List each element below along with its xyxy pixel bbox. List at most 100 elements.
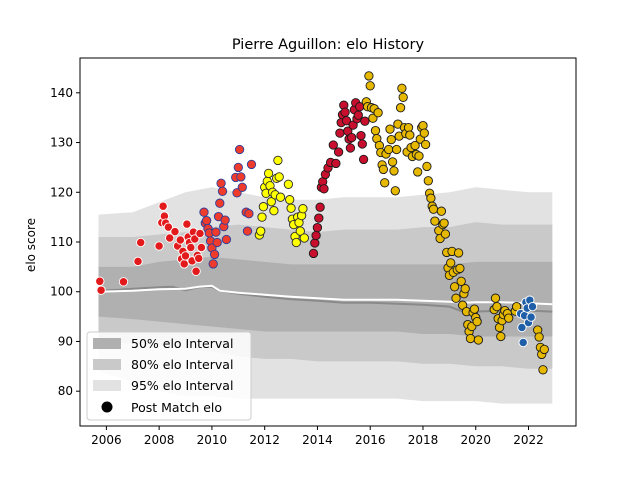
legend-label-band80: 80% elo Interval bbox=[131, 357, 233, 372]
post-match-elo-point-2-15 bbox=[274, 172, 284, 182]
post-match-elo-point-4-84 bbox=[492, 301, 502, 312]
post-match-elo-point-2-29 bbox=[299, 233, 309, 243]
band-50-interval bbox=[98, 256, 553, 337]
post-match-elo-point-1-21 bbox=[234, 144, 245, 155]
post-match-elo-point-2-3 bbox=[258, 202, 269, 212]
y-axis-label: elo score bbox=[24, 218, 38, 272]
post-match-elo-point-4-16 bbox=[384, 144, 394, 155]
post-match-elo-point-4-50 bbox=[430, 216, 440, 226]
post-match-elo-point-4-64 bbox=[451, 293, 461, 303]
post-match-elo-point-3-23 bbox=[345, 143, 356, 153]
post-match-elo-point-2-19 bbox=[286, 203, 296, 213]
post-match-elo-point-0-5 bbox=[154, 241, 164, 251]
post-match-elo-point-2-1 bbox=[256, 226, 266, 236]
legend-marker-points bbox=[101, 401, 113, 413]
post-match-elo-point-3-19 bbox=[340, 107, 350, 117]
x-tick-label-5: 2016 bbox=[355, 433, 386, 447]
post-match-elo-point-1-14 bbox=[217, 186, 228, 196]
post-match-elo-point-4-87 bbox=[496, 331, 506, 342]
post-match-elo-point-4-37 bbox=[413, 167, 423, 177]
post-match-elo-point-3-31 bbox=[356, 130, 366, 141]
post-match-elo-point-1-23 bbox=[237, 182, 247, 192]
post-match-elo-point-5-9 bbox=[527, 301, 538, 312]
post-match-elo-point-2-26 bbox=[295, 226, 305, 236]
post-match-elo-point-4-49 bbox=[428, 204, 439, 214]
post-match-elo-point-3-14 bbox=[333, 147, 344, 157]
post-match-elo-point-4-56 bbox=[440, 229, 451, 239]
post-match-elo-point-4-19 bbox=[387, 157, 398, 167]
post-match-elo-point-3-0 bbox=[308, 248, 319, 259]
legend-label-points: Post Match elo bbox=[131, 400, 222, 415]
post-match-elo-point-4-21 bbox=[390, 186, 400, 196]
post-match-elo-point-0-12 bbox=[170, 226, 180, 237]
post-match-elo-point-4-25 bbox=[395, 103, 406, 113]
y-tick-label-5: 130 bbox=[50, 136, 73, 150]
post-match-elo-point-4-45 bbox=[423, 176, 433, 186]
y-tick-label-1: 90 bbox=[58, 334, 73, 348]
post-match-elo-point-4-14 bbox=[380, 178, 390, 188]
post-match-elo-point-2-17 bbox=[283, 179, 294, 189]
post-match-elo-point-1-22 bbox=[236, 172, 246, 182]
post-match-elo-point-3-29 bbox=[353, 110, 363, 120]
post-match-elo-point-0-3 bbox=[133, 256, 143, 267]
post-match-elo-point-4-60 bbox=[446, 258, 456, 268]
y-tick-label-4: 120 bbox=[50, 185, 73, 199]
post-match-elo-point-1-8 bbox=[209, 249, 220, 260]
post-match-elo-point-4-31 bbox=[403, 122, 414, 133]
post-match-elo-point-1-7 bbox=[208, 259, 218, 269]
post-match-elo-point-5-2 bbox=[518, 337, 528, 348]
post-match-elo-point-4-67 bbox=[455, 263, 465, 274]
post-match-elo-point-4-22 bbox=[391, 144, 402, 155]
post-match-elo-point-2-23 bbox=[291, 237, 301, 248]
legend-swatch-band50 bbox=[93, 338, 121, 349]
y-tick-label-2: 100 bbox=[50, 285, 73, 299]
post-match-elo-point-0-14 bbox=[175, 235, 185, 245]
post-match-elo-point-0-0 bbox=[95, 276, 105, 286]
post-match-elo-point-4-32 bbox=[405, 130, 415, 140]
post-match-elo-point-3-1 bbox=[310, 238, 320, 248]
legend-swatch-band80 bbox=[93, 359, 121, 370]
post-match-elo-point-0-17 bbox=[179, 259, 189, 269]
post-match-elo-point-4-17 bbox=[385, 124, 395, 134]
post-match-elo-point-3-2 bbox=[311, 230, 321, 241]
post-match-elo-point-2-28 bbox=[298, 204, 308, 214]
post-match-elo-point-3-34 bbox=[360, 116, 370, 126]
post-match-elo-point-4-75 bbox=[465, 333, 476, 344]
post-match-elo-point-1-19 bbox=[232, 188, 242, 198]
post-match-elo-point-4-20 bbox=[389, 166, 399, 176]
post-match-elo-point-0-28 bbox=[194, 253, 204, 264]
post-match-elo-point-4-38 bbox=[414, 151, 424, 161]
post-match-elo-point-4-42 bbox=[419, 128, 429, 138]
post-match-elo-point-4-55 bbox=[439, 218, 449, 228]
x-tick-label-1: 2008 bbox=[144, 433, 175, 447]
post-match-elo-point-1-9 bbox=[211, 227, 221, 237]
post-match-elo-point-4-100 bbox=[539, 344, 549, 355]
post-match-elo-point-3-3 bbox=[312, 222, 323, 233]
y-tick-label-6: 140 bbox=[50, 86, 73, 100]
post-match-elo-point-1-13 bbox=[216, 178, 226, 188]
post-match-elo-point-0-2 bbox=[118, 277, 129, 287]
x-tick-label-3: 2012 bbox=[249, 433, 280, 447]
post-match-elo-point-4-41 bbox=[418, 120, 428, 131]
post-match-elo-point-3-4 bbox=[314, 213, 324, 223]
post-match-elo-point-0-26 bbox=[191, 266, 201, 276]
post-match-elo-point-4-53 bbox=[436, 206, 447, 216]
post-match-elo-point-4-35 bbox=[410, 140, 420, 151]
post-match-elo-point-1-0 bbox=[199, 207, 209, 217]
legend-frame bbox=[86, 331, 252, 421]
post-match-elo-point-2-14 bbox=[273, 155, 283, 166]
post-match-elo-point-4-13 bbox=[378, 164, 389, 175]
mean-elo-line bbox=[98, 284, 553, 306]
x-tick-label-7: 2020 bbox=[460, 433, 491, 447]
post-match-elo-point-4-71 bbox=[460, 284, 470, 294]
post-match-elo-point-1-20 bbox=[233, 162, 243, 173]
post-match-elo-point-0-22 bbox=[186, 242, 196, 253]
post-match-elo-point-4-66 bbox=[453, 248, 464, 258]
legend-swatch-band95 bbox=[93, 380, 121, 391]
post-match-elo-point-1-26 bbox=[244, 209, 254, 219]
chart-title: Pierre Aguillon: elo History bbox=[232, 37, 425, 53]
post-match-elo-point-1-12 bbox=[215, 198, 225, 208]
post-match-elo-point-2-2 bbox=[257, 212, 267, 222]
post-match-elo-point-0-11 bbox=[165, 233, 175, 243]
